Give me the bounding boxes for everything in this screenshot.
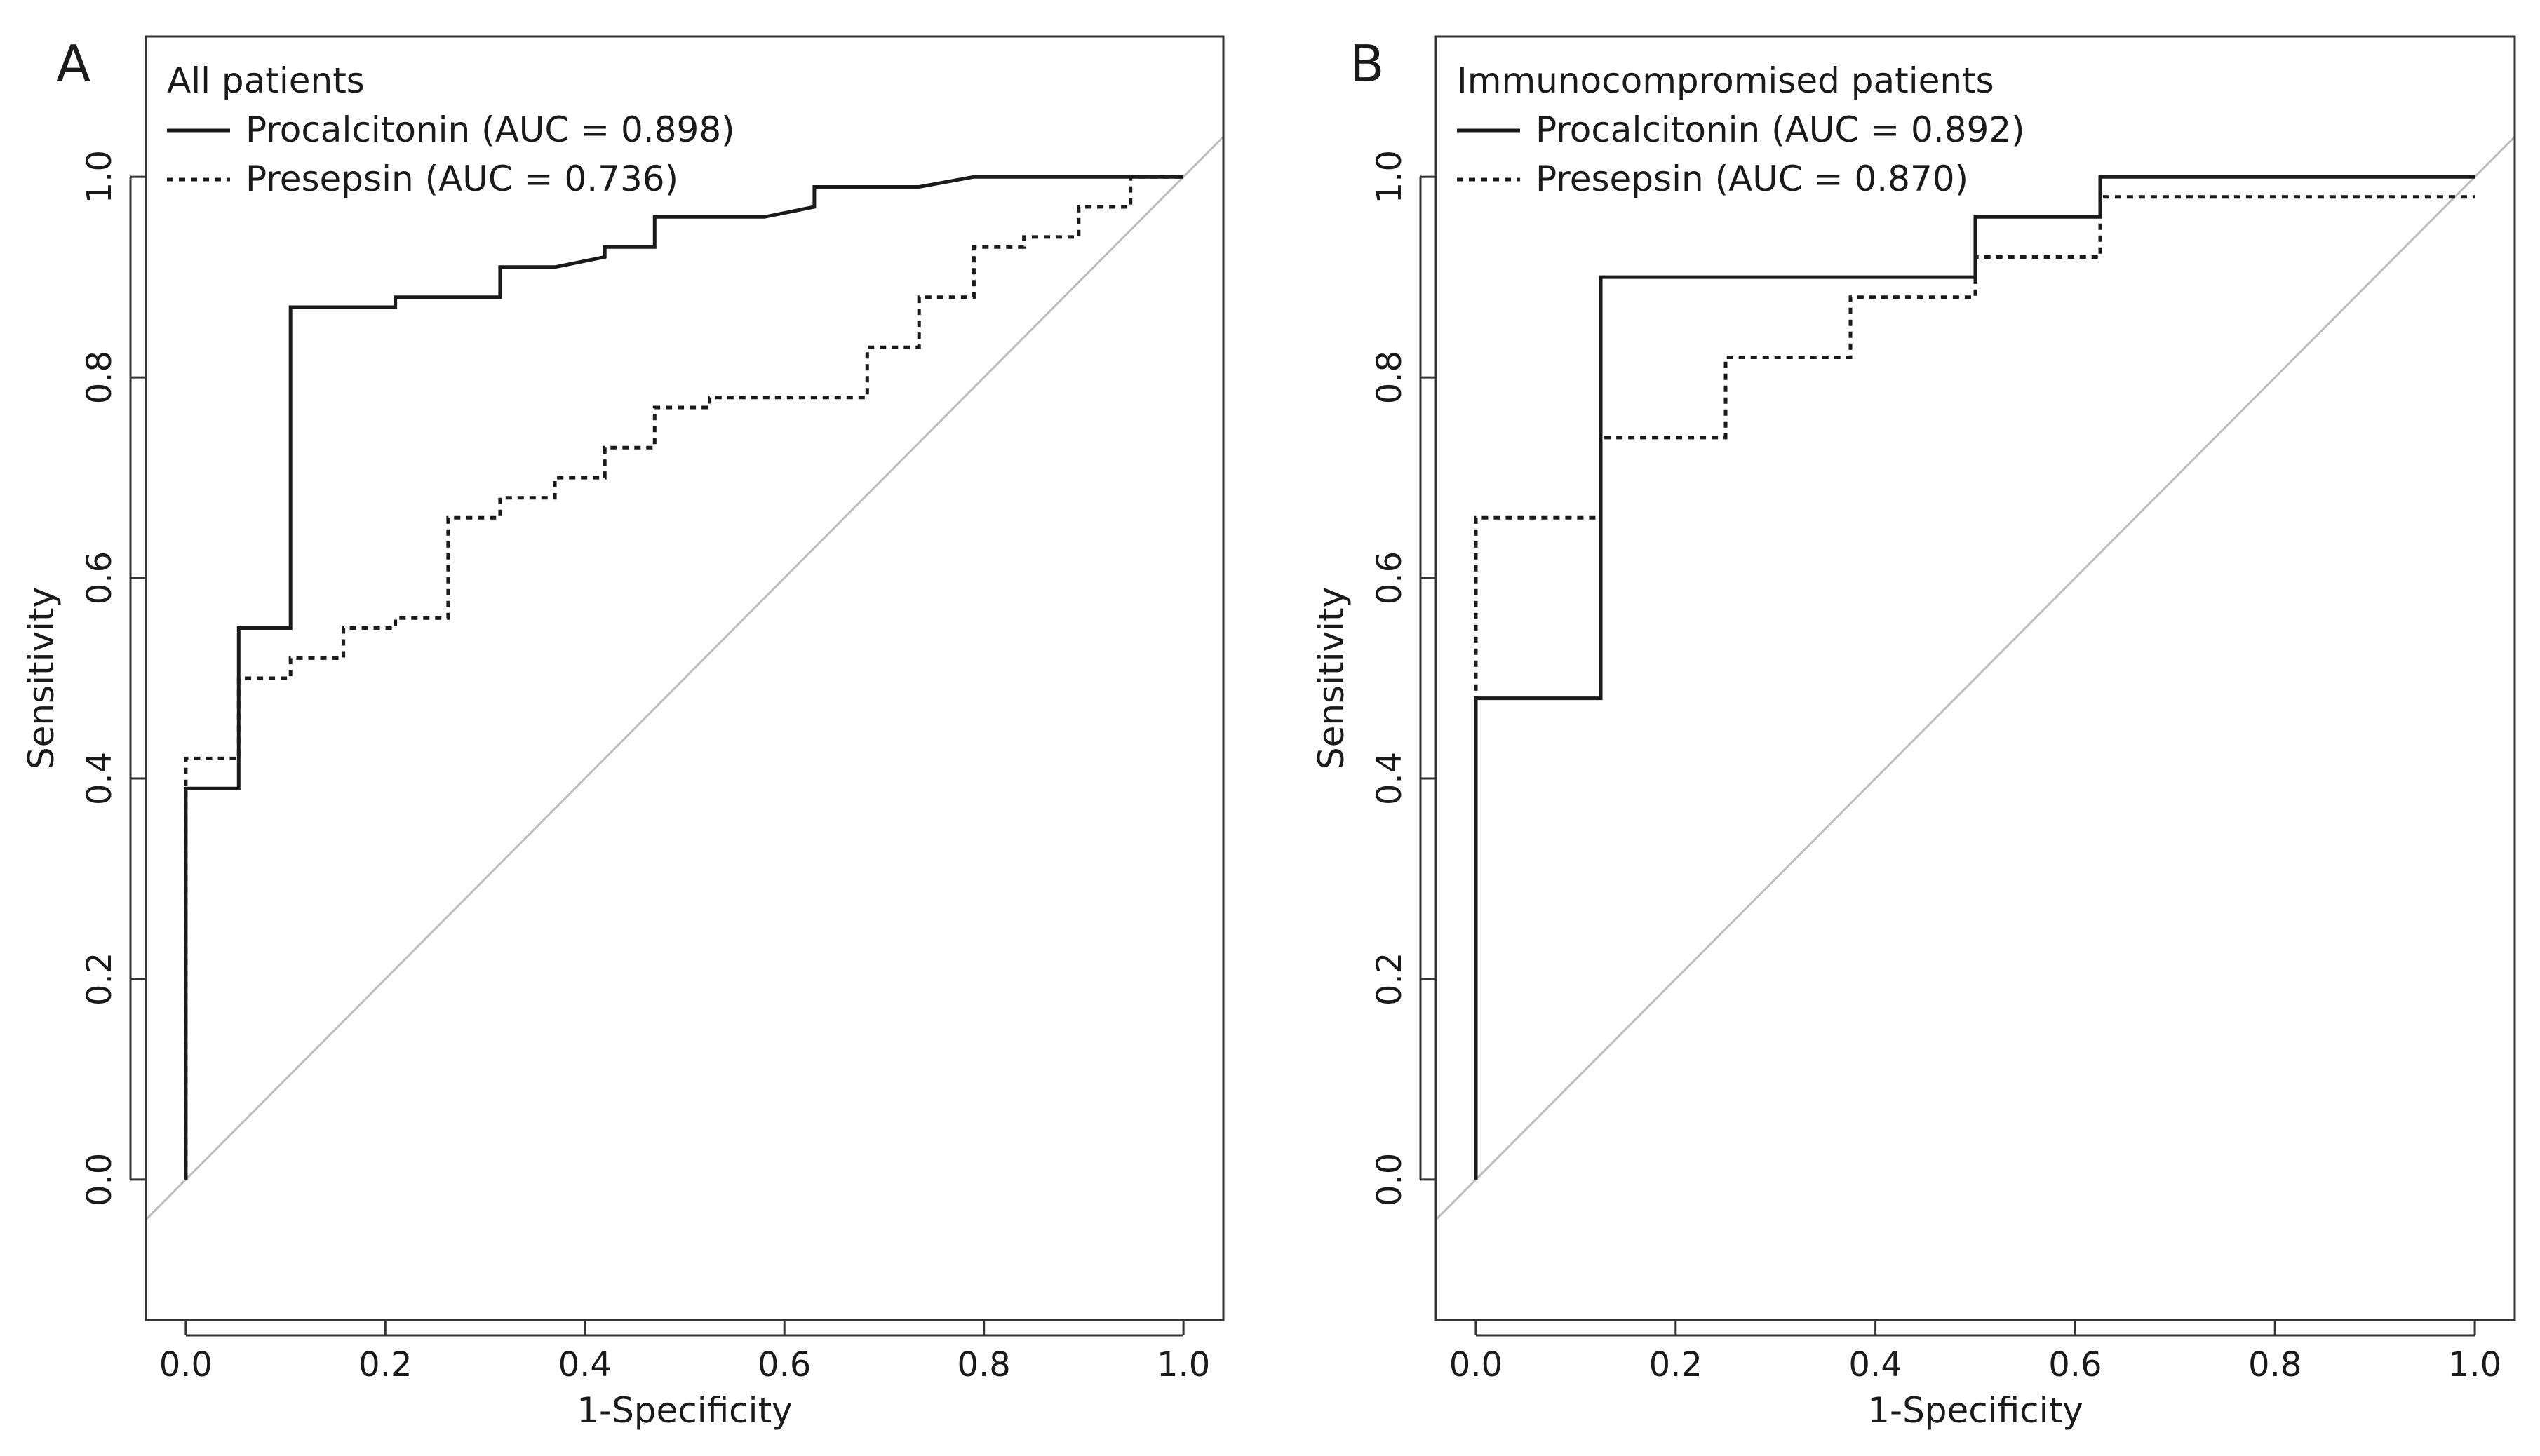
reference-diagonal-line (1436, 135, 2515, 1222)
series-line-procalcitonin (184, 175, 1184, 1180)
x-tick-label: 0.2 (358, 1345, 412, 1384)
x-axis-title: 1-Specificity (577, 1390, 793, 1431)
legend-label-procalcitonin: Procalcitonin (AUC = 0.892) (1536, 109, 2025, 150)
legend-label-procalcitonin: Procalcitonin (AUC = 0.898) (246, 109, 735, 150)
y-tick-label: 0.2 (80, 952, 119, 1006)
y-tick-label: 0.4 (80, 752, 119, 805)
y-axis-title: Sensitivity (1311, 587, 1352, 769)
x-tick-label: 0.8 (2248, 1345, 2302, 1384)
y-tick-label: 0.2 (1370, 952, 1409, 1006)
x-tick-label: 0.0 (159, 1345, 213, 1384)
x-tick-label: 0.4 (558, 1345, 612, 1384)
legend-title: All patients (167, 60, 365, 101)
panel-letter: A (56, 34, 90, 93)
x-tick-label: 1.0 (1157, 1345, 1210, 1384)
plot-frame (1434, 35, 2516, 1321)
legend-title: Immunocompromised patients (1457, 60, 1994, 101)
reference-diagonal-line (146, 135, 1223, 1222)
x-tick-label: 1.0 (2448, 1345, 2501, 1384)
series-line-procalcitonin (1474, 175, 2475, 1180)
series-line-presepsin (1474, 195, 2475, 1180)
y-tick-label: 0.6 (1370, 551, 1409, 605)
y-tick-label: 0.8 (1370, 351, 1409, 404)
y-tick-label: 1.0 (1370, 150, 1409, 203)
x-tick-label: 0.6 (2048, 1345, 2102, 1384)
legend-label-presepsin: Presepsin (AUC = 0.736) (246, 159, 678, 199)
x-tick-label: 0.4 (1848, 1345, 1902, 1384)
x-tick-label: 0.6 (758, 1345, 811, 1384)
y-tick-label: 1.0 (80, 150, 119, 203)
series-line-presepsin (184, 175, 1184, 1180)
panel-a: 0.0 0.2 0.4 0.6 0.8 1.0 0.0 0.2 0.4 0.6 0.8 1.0 1-Sp… (21, 34, 1225, 1431)
x-tick-label: 0.8 (957, 1345, 1010, 1384)
x-axis-title: 1-Specificity (1867, 1390, 2083, 1431)
y-tick-label: 0.0 (80, 1153, 119, 1206)
plot-frame (145, 35, 1225, 1321)
legend-label-presepsin: Presepsin (AUC = 0.870) (1536, 159, 1968, 199)
y-tick-label: 0.0 (1370, 1153, 1409, 1206)
y-tick-label: 0.6 (80, 551, 119, 605)
panel-letter: B (1350, 34, 1384, 93)
x-tick-label: 0.2 (1649, 1345, 1702, 1384)
y-tick-label: 0.4 (1370, 752, 1409, 805)
y-axis-title: Sensitivity (21, 587, 62, 769)
x-tick-label: 0.0 (1449, 1345, 1503, 1384)
y-tick-label: 0.8 (80, 351, 119, 404)
panel-b: 0.0 0.2 0.4 0.6 0.8 1.0 0.0 0.2 0.4 0.6 0.8 1.0 1-Sp… (1311, 34, 2516, 1431)
